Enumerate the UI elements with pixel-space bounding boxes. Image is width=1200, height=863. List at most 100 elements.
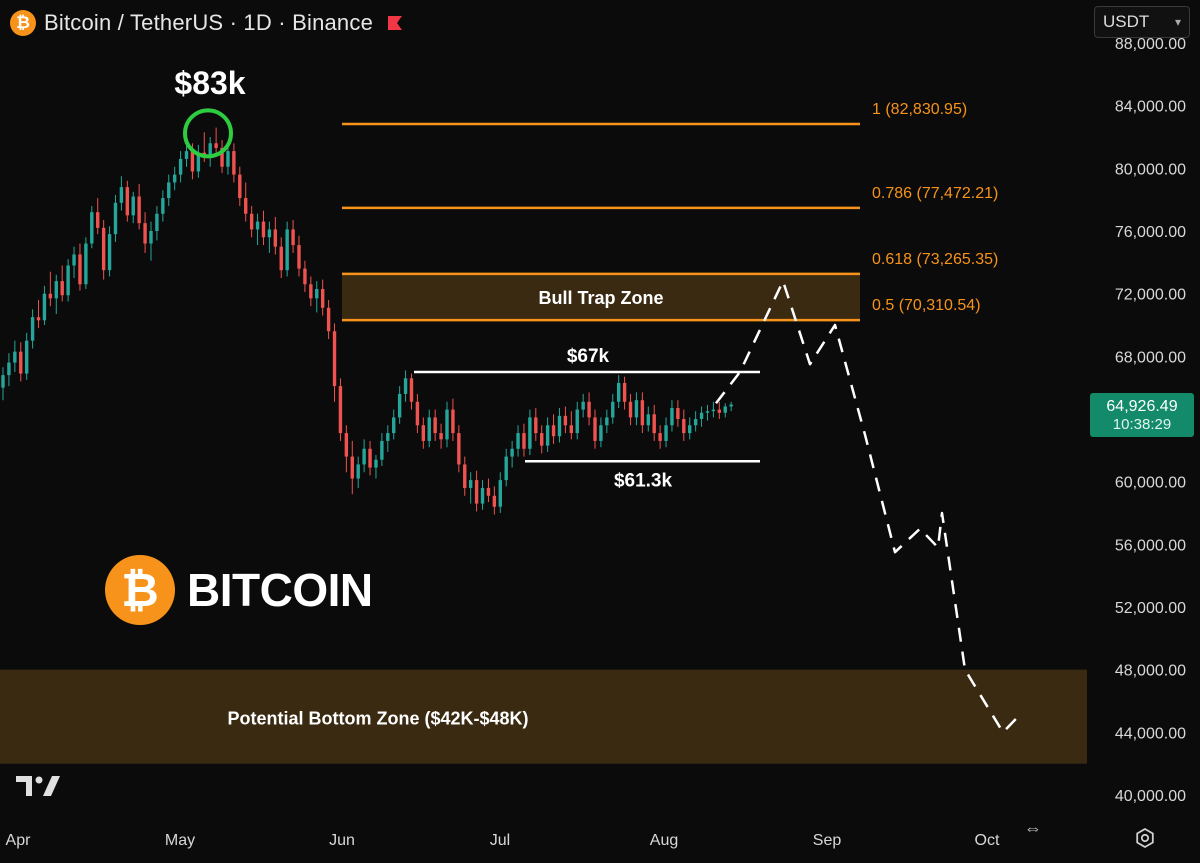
candle-body [658, 433, 662, 441]
candle-body [332, 331, 337, 387]
y-tick-label: 88,000.00 [1115, 36, 1186, 53]
flag-icon[interactable] [387, 15, 403, 31]
candle-body [279, 246, 283, 271]
candle-body [693, 419, 698, 426]
candle-body [581, 401, 585, 410]
current-price-tag: 64,926.49 10:38:29 [1090, 393, 1194, 437]
candle-body [273, 229, 278, 247]
candle-body [232, 151, 236, 175]
candle-body [587, 401, 591, 418]
candle-body [534, 417, 538, 434]
settings-gear-icon[interactable] [1134, 827, 1156, 849]
tradingview-logo-icon[interactable] [16, 774, 62, 798]
candle-body [540, 433, 544, 446]
x-tick-label: Jun [329, 832, 355, 849]
y-tick-label: 44,000.00 [1115, 725, 1186, 742]
candle-body [640, 400, 645, 426]
candle-body [593, 417, 597, 441]
candle-body [557, 415, 562, 437]
candle-body [7, 362, 11, 376]
candle-body [415, 401, 420, 426]
candle-countdown: 10:38:29 [1112, 415, 1172, 433]
support-label: $61.3k [614, 470, 673, 491]
candle-body [125, 187, 130, 216]
candle-body [486, 487, 491, 496]
y-tick-label: 56,000.00 [1115, 537, 1186, 554]
candle-body [646, 414, 650, 426]
candle-body [480, 487, 485, 504]
candle-body [167, 182, 171, 199]
y-tick-label: 80,000.00 [1115, 161, 1186, 178]
candle-body [374, 459, 378, 468]
candle-body [249, 213, 254, 230]
candle-body [238, 174, 242, 199]
y-tick-label: 60,000.00 [1115, 475, 1186, 492]
candle-body [350, 456, 354, 479]
candle-body [451, 409, 455, 434]
candle-body [90, 212, 94, 244]
peak-circle [183, 108, 233, 159]
candle-body [356, 464, 360, 479]
candle-body [244, 198, 248, 214]
fib-level-label: 1 (82,830.95) [872, 101, 967, 118]
candle-body [664, 425, 668, 441]
fib-level-label: 0.5 (70,310.54) [872, 297, 981, 314]
candle-body [113, 202, 118, 235]
candle-body [178, 158, 183, 175]
candle-body [421, 425, 426, 441]
candle-body [119, 187, 124, 203]
currency-selector[interactable]: USDT ▾ [1094, 6, 1190, 38]
candle-body [362, 448, 366, 465]
bitcoin-logo-icon: ₿ [105, 555, 175, 625]
candle-body [682, 419, 686, 434]
candle-body [729, 404, 733, 407]
candle-body [569, 425, 574, 434]
bitcoin-logo-icon: ₿ [10, 10, 36, 36]
candle-body [575, 409, 579, 434]
bull-trap-zone-label: Bull Trap Zone [538, 288, 663, 308]
fib-level-label: 0.786 (77,472.21) [872, 185, 998, 202]
candle-body [291, 229, 295, 246]
candle-body [96, 212, 100, 228]
y-tick-label: 40,000.00 [1115, 788, 1186, 805]
horizontal-scroll-icon[interactable]: ⇔ [1024, 818, 1042, 838]
candle-body [261, 221, 266, 238]
candle-body [149, 231, 153, 244]
candle-body [24, 340, 29, 374]
candle-body [699, 412, 704, 419]
symbol-title[interactable]: Bitcoin / TetherUS · 1D · Binance [44, 10, 374, 35]
candle-body [42, 293, 47, 321]
candle-body [605, 417, 609, 426]
candle-body [622, 382, 627, 402]
candle-body [433, 417, 437, 434]
candle-body [267, 229, 272, 238]
candle-body [72, 254, 76, 266]
bottom-zone [0, 669, 1087, 764]
candle-body [723, 406, 727, 413]
candle-body [705, 411, 710, 413]
y-tick-label: 84,000.00 [1115, 99, 1186, 116]
candle-body [131, 196, 135, 216]
candle-body [403, 378, 408, 394]
candle-body [30, 317, 35, 341]
candle-body [297, 245, 301, 269]
current-price: 64,926.49 [1106, 397, 1178, 415]
candle-body [60, 281, 64, 296]
candle-body [309, 284, 313, 299]
candle-body [315, 288, 319, 299]
candle-body [717, 409, 722, 413]
candle-body [516, 433, 520, 449]
candle-body [66, 265, 70, 296]
x-tick-label: Aug [650, 832, 678, 849]
candle-body [137, 196, 141, 224]
candle-body [338, 386, 343, 434]
candle-body [504, 456, 508, 481]
x-tick-label: Apr [6, 832, 32, 849]
candle-body [226, 151, 230, 167]
currency-label: USDT [1103, 12, 1150, 31]
candle-body [155, 213, 159, 231]
candle-body [184, 151, 189, 159]
x-tick-label: Sep [813, 832, 842, 849]
candle-body [599, 425, 603, 441]
